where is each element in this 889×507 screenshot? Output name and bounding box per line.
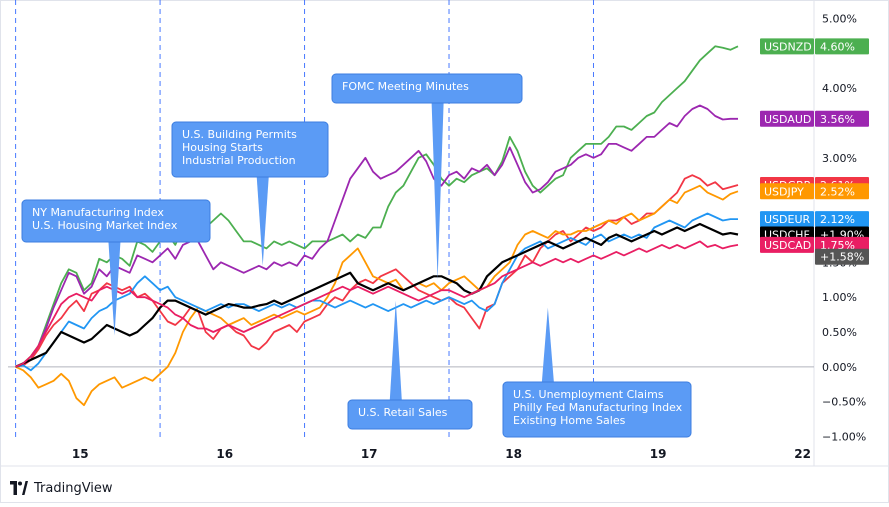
callout-text: Existing Home Sales: [513, 414, 626, 427]
brand[interactable]: TradingView: [10, 478, 113, 498]
callout-pointer: [256, 177, 269, 266]
extra-axis-label: +1.58%: [820, 251, 864, 264]
x-tick-label: 22: [794, 447, 811, 461]
y-tick-label: 5.00%: [822, 12, 857, 25]
callout-text: Housing Starts: [182, 141, 263, 154]
x-tick-label: 18: [505, 447, 522, 461]
callout-text: Philly Fed Manufacturing Index: [513, 401, 683, 414]
series-name-box: [760, 236, 814, 253]
callout-box: [502, 381, 692, 438]
callout-text: FOMC Meeting Minutes: [342, 80, 469, 93]
series-line-usdcad: [15, 240, 739, 368]
y-tick-label: 0.00%: [822, 361, 857, 374]
callout-pointer: [108, 242, 121, 336]
y-tick-label: 0.50%: [822, 326, 857, 339]
series-name-label: USDAUD: [764, 113, 811, 126]
series-line-usdeur: [15, 212, 738, 372]
series-line-usdchf: [15, 222, 739, 368]
series-name-box: [760, 211, 814, 228]
event-callout[interactable]: FOMC Meeting Minutes: [331, 73, 523, 280]
series-value-label: 3.56%: [820, 113, 855, 126]
series-name-box: [760, 110, 814, 127]
series-label-usdaud[interactable]: USDAUD 3.56%: [760, 110, 869, 127]
series-line-usdjpy: [15, 184, 739, 407]
series-name-label: USDEUR: [764, 213, 811, 226]
brand-name: TradingView: [34, 480, 113, 496]
y-tick-label: −0.50%: [822, 396, 866, 409]
series-label-usdjpy[interactable]: USDJPY 2.52%: [760, 183, 869, 200]
callout-text: U.S. Unemployment Claims: [513, 388, 664, 401]
callout-text: Industrial Production: [182, 154, 296, 167]
series-value-label: 1.75%: [820, 239, 855, 252]
callout-pointer: [389, 300, 402, 400]
series-value-box: [815, 38, 869, 55]
callout-pointer: [541, 307, 554, 382]
tradingview-logo-icon: [10, 481, 28, 495]
extra-axis-box: [815, 248, 869, 265]
y-tick-label: 3.00%: [822, 152, 857, 165]
y-tick-label: −1.00%: [822, 431, 866, 444]
x-tick-label: 19: [650, 447, 667, 461]
series-value-label: 4.60%: [820, 40, 855, 53]
callout-text: U.S. Housing Market Index: [32, 219, 178, 232]
series-name-box: [760, 183, 814, 200]
series-value-box: [815, 211, 869, 228]
series-value-label: 2.12%: [820, 213, 855, 226]
series-label-usdeur[interactable]: USDEUR 2.12%: [760, 211, 869, 228]
event-callout[interactable]: U.S. Retail Sales: [347, 300, 473, 430]
callout-text: U.S. Building Permits: [182, 128, 297, 141]
series-value-box: [815, 110, 869, 127]
y-tick-label: 1.00%: [822, 291, 857, 304]
y-tick-label: 4.00%: [822, 82, 857, 95]
x-tick-label: 15: [72, 447, 89, 461]
series-label-usdnzd[interactable]: USDNZD 4.60%: [760, 38, 869, 55]
callout-box: [171, 121, 329, 178]
x-tick-label: 17: [361, 447, 378, 461]
series-value-box: [815, 183, 869, 200]
series-line-usdaud: [15, 104, 738, 368]
series-value-label: 2.52%: [820, 185, 855, 198]
callout-pointer: [431, 103, 444, 280]
series-name-label: USDJPY: [764, 185, 804, 198]
callout-box: [331, 73, 523, 104]
callout-text: NY Manufacturing Index: [32, 206, 164, 219]
series-name-box: [760, 38, 814, 55]
x-tick-label: 16: [216, 447, 233, 461]
series-line-usdnzd: [15, 45, 739, 368]
callout-text: U.S. Retail Sales: [358, 406, 448, 419]
callout-box: [347, 399, 473, 430]
series-name-label: USDNZD: [764, 40, 812, 53]
callout-box: [21, 199, 211, 243]
series-name-label: USDCAD: [764, 239, 811, 252]
